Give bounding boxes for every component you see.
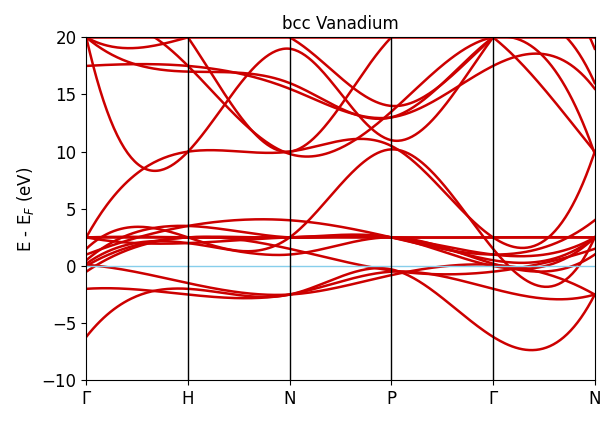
Y-axis label: E - E$_F$ (eV): E - E$_F$ (eV): [15, 166, 36, 252]
Title: bcc Vanadium: bcc Vanadium: [282, 15, 399, 33]
